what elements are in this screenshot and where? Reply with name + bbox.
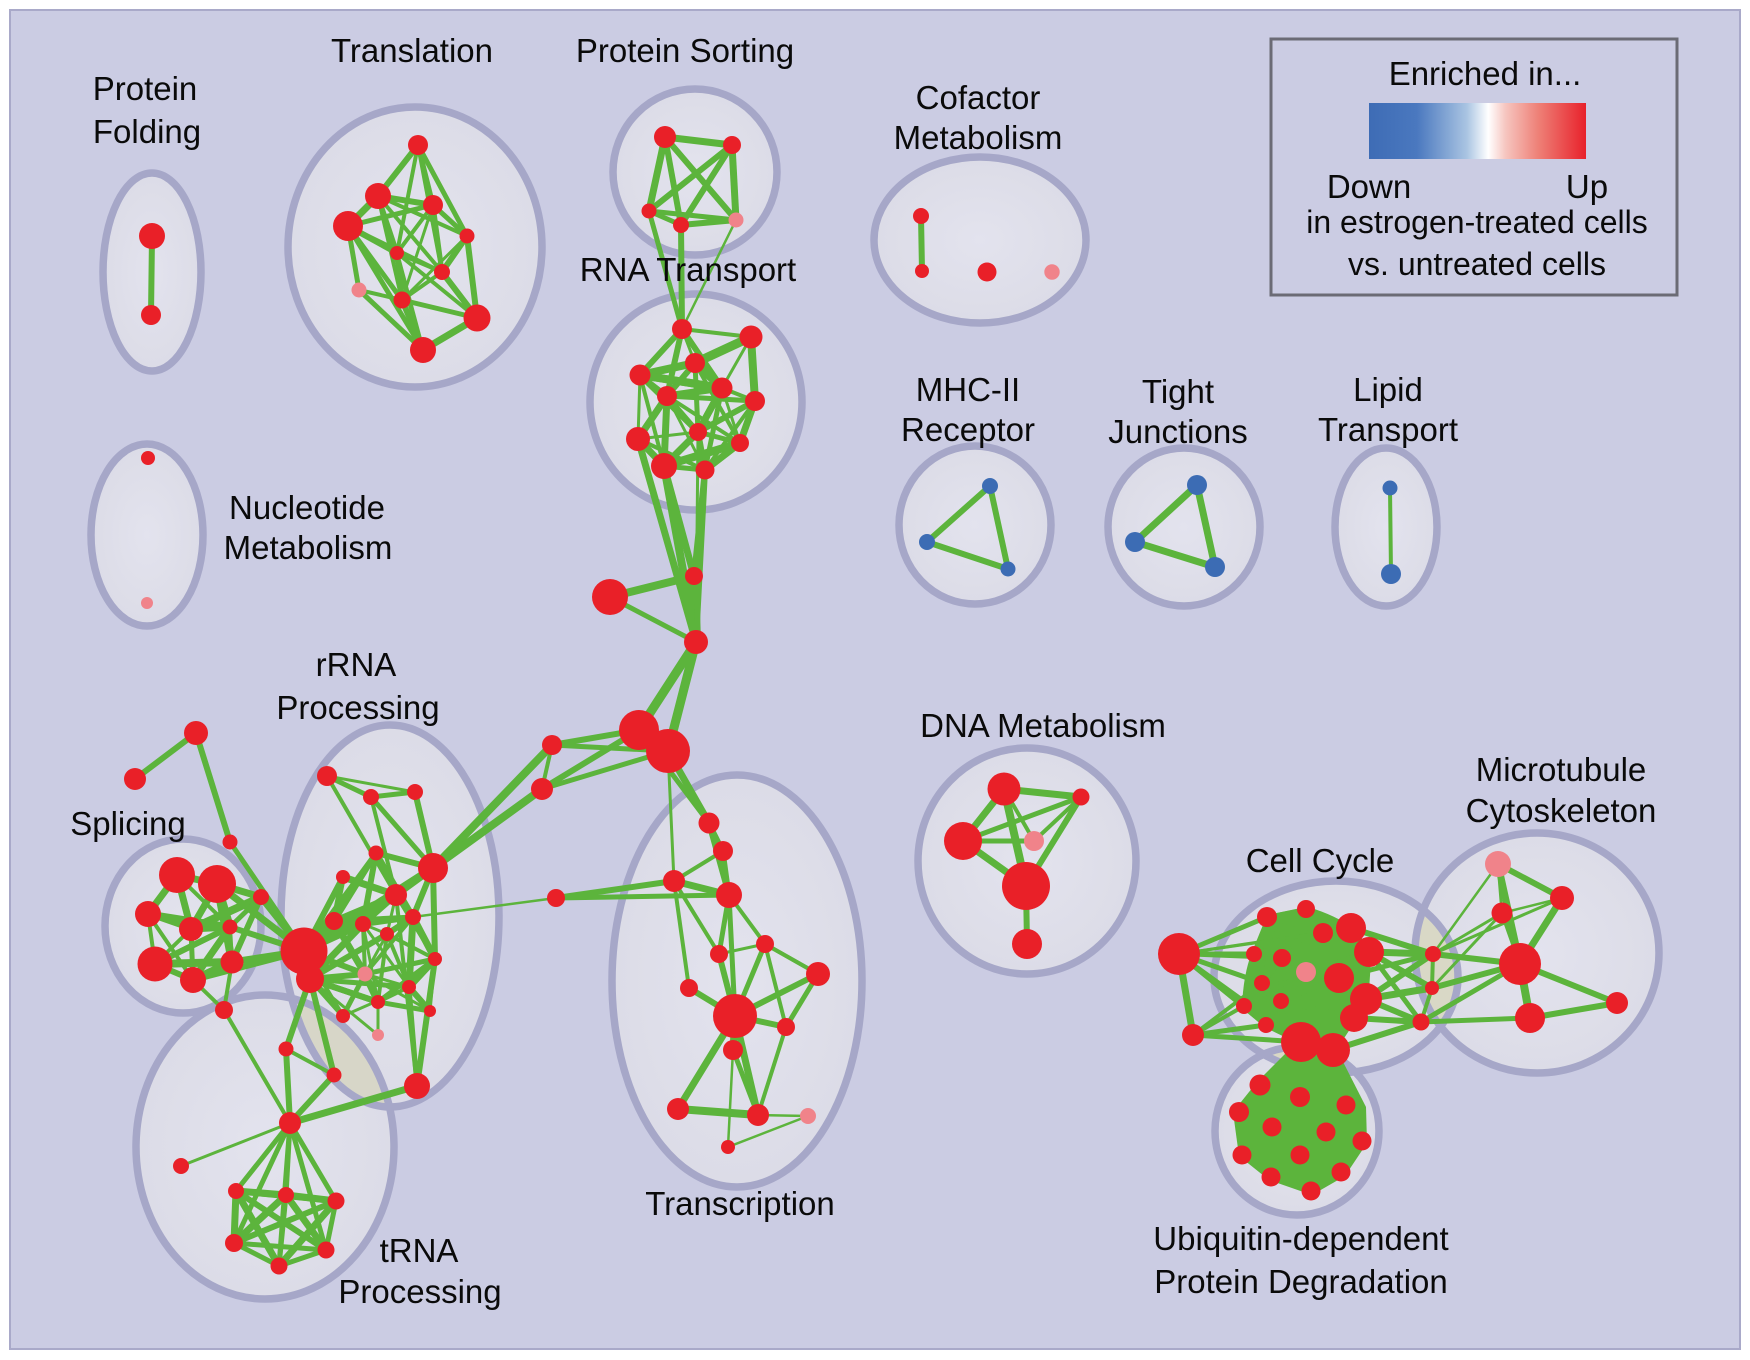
svg-text:Protein Sorting: Protein Sorting	[576, 32, 794, 69]
svg-text:Translation: Translation	[331, 32, 493, 69]
svg-text:Metabolism: Metabolism	[894, 119, 1063, 156]
svg-text:Metabolism: Metabolism	[224, 529, 393, 566]
svg-text:tRNA: tRNA	[380, 1232, 459, 1269]
svg-text:Splicing: Splicing	[70, 805, 186, 842]
svg-text:in estrogen-treated cells: in estrogen-treated cells	[1306, 204, 1648, 240]
svg-text:rRNA: rRNA	[316, 646, 397, 683]
svg-text:Protein Degradation: Protein Degradation	[1154, 1263, 1448, 1300]
svg-text:Lipid: Lipid	[1353, 371, 1423, 408]
svg-text:Microtubule: Microtubule	[1476, 751, 1647, 788]
svg-text:Processing: Processing	[276, 689, 439, 726]
svg-text:vs. untreated cells: vs. untreated cells	[1348, 246, 1606, 282]
svg-text:Cofactor: Cofactor	[916, 79, 1041, 116]
svg-text:Tight: Tight	[1142, 373, 1214, 410]
svg-text:MHC-II: MHC-II	[916, 371, 1020, 408]
svg-text:DNA Metabolism: DNA Metabolism	[920, 707, 1166, 744]
svg-text:Cell Cycle: Cell Cycle	[1246, 842, 1395, 879]
svg-text:Down: Down	[1327, 168, 1411, 205]
svg-text:Nucleotide: Nucleotide	[229, 489, 385, 526]
svg-text:Protein: Protein	[93, 70, 198, 107]
svg-text:Folding: Folding	[93, 113, 201, 150]
svg-text:RNA Transport: RNA Transport	[580, 251, 796, 288]
svg-text:Processing: Processing	[338, 1273, 501, 1310]
svg-text:Up: Up	[1566, 168, 1608, 205]
svg-text:Junctions: Junctions	[1108, 413, 1247, 450]
svg-text:Enriched in...: Enriched in...	[1389, 55, 1582, 92]
svg-text:Cytoskeleton: Cytoskeleton	[1466, 792, 1657, 829]
svg-text:Receptor: Receptor	[901, 411, 1035, 448]
svg-text:Transcription: Transcription	[645, 1185, 835, 1222]
svg-text:Ubiquitin-dependent: Ubiquitin-dependent	[1153, 1220, 1448, 1257]
svg-text:Transport: Transport	[1318, 411, 1458, 448]
